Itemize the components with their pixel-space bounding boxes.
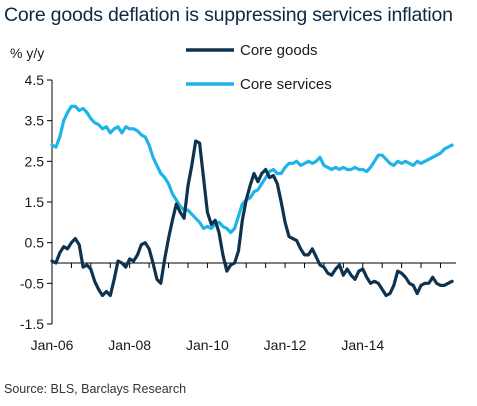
series-line-core-goods	[50, 139, 454, 298]
legend: Core goods Core services	[186, 42, 332, 93]
x-tick-label: Jan-06	[31, 337, 74, 353]
series-line-core-services	[50, 104, 454, 235]
y-tick-label: -1.5	[20, 316, 44, 332]
y-tick-label: 1.5	[25, 194, 45, 210]
x-tick-label: Jan-10	[186, 337, 229, 353]
y-axis-unit-label: % y/y	[10, 45, 45, 61]
series-lines	[50, 104, 454, 298]
chart-title: Core goods deflation is suppressing serv…	[4, 4, 453, 26]
x-tick-label: Jan-12	[264, 337, 307, 353]
y-tick-label: 3.5	[25, 113, 45, 129]
legend-label: Core goods	[240, 42, 318, 59]
y-tick-label: 4.5	[25, 72, 45, 88]
y-tick-label: -0.5	[20, 275, 44, 291]
legend-label: Core services	[240, 76, 332, 93]
y-tick-label: 2.5	[25, 153, 45, 169]
source-note: Source: BLS, Barclays Research	[4, 382, 187, 396]
x-tick-label: Jan-14	[341, 337, 384, 353]
y-tick-label: 0.5	[25, 235, 45, 251]
x-tick-label: Jan-08	[108, 337, 151, 353]
axes: 4.5 3.5 2.5 1.5 0.5 -0.5 -1.5 Jan-06 Jan-08 Jan-1…	[20, 72, 456, 353]
